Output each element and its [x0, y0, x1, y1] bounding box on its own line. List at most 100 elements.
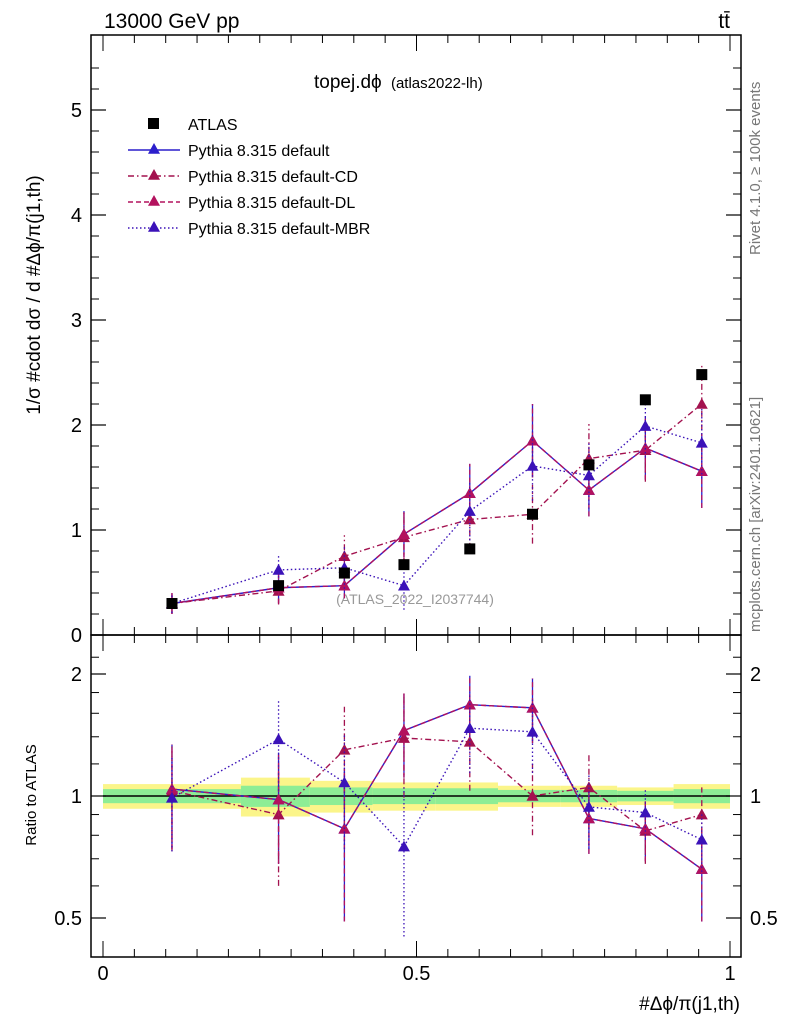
ratio-point	[526, 701, 539, 713]
ratio-y-axis-title: Ratio to ATLAS	[23, 744, 40, 845]
legend-marker-triangle	[148, 143, 160, 154]
ratio-point	[582, 800, 595, 812]
legend-label: Pythia 8.315 default-CD	[188, 169, 358, 186]
ratio-point	[639, 806, 652, 818]
ratio-point	[582, 781, 595, 793]
main-point	[397, 579, 410, 591]
atlas-point	[696, 369, 708, 381]
legend-entry: ATLAS	[148, 117, 238, 134]
ratio-series-group	[165, 675, 708, 937]
main-point	[639, 420, 652, 431]
main-point	[338, 579, 351, 591]
ratio-point	[695, 833, 708, 845]
legend-marker-triangle	[148, 169, 160, 180]
x-tick-label: 0.5	[403, 963, 431, 985]
ratio-series-pythia-8-315-default-mbr	[165, 692, 708, 937]
ratio-point	[338, 743, 351, 755]
atlas-point	[583, 459, 595, 471]
main-point	[695, 436, 708, 448]
x-tick-label: 0	[97, 963, 108, 985]
energy-label: 13000 GeV pp	[104, 10, 239, 33]
ratio-y-tick-label-left: 0.5	[54, 908, 82, 930]
legend-label: Pythia 8.315 default-MBR	[188, 221, 370, 238]
main-series-line	[171, 403, 703, 605]
ratio-point	[582, 812, 595, 824]
legend-marker-square	[148, 118, 159, 129]
atlas-point	[398, 559, 410, 571]
atlas-point	[273, 580, 285, 592]
plot-title-main: topej.dϕ	[314, 72, 382, 93]
atlas-point	[338, 567, 350, 579]
legend-entry: Pythia 8.315 default-CD	[128, 169, 358, 186]
ratio-point	[165, 791, 178, 803]
legend-marker-triangle	[148, 221, 160, 232]
main-series-line	[171, 439, 703, 605]
main-series-pythia-8-315-default-mbr	[165, 394, 708, 613]
main-point	[397, 528, 410, 539]
legend-label: ATLAS	[188, 117, 238, 134]
main-series-line	[171, 425, 702, 605]
rivet-version-label: Rivet 4.1.0, ≥ 100k events	[747, 82, 764, 255]
legend-label: Pythia 8.315 default-DL	[188, 195, 355, 212]
ratio-point	[639, 822, 652, 834]
atlas-point	[526, 508, 538, 520]
ratio-point	[397, 724, 410, 736]
ratio-point	[526, 790, 539, 801]
main-y-axis-title: 1/σ #cdot dσ / d #Δϕ/π(j1,th)	[24, 175, 45, 414]
ratio-point	[397, 840, 410, 852]
x-axis-title: #Δϕ/π(j1,th)	[639, 994, 740, 1015]
legend: ATLAS Pythia 8.315 default Pythia 8.315 de…	[128, 117, 370, 238]
main-y-tick-label: 0	[71, 625, 82, 647]
main-point	[463, 487, 476, 499]
ratio-point	[526, 725, 539, 737]
legend-marker-triangle	[148, 195, 160, 206]
mcplots-label: mcplots.cern.ch [arXiv:2401.10621]	[747, 397, 764, 632]
ratio-point	[338, 776, 351, 788]
legend-entry: Pythia 8.315 default-MBR	[128, 221, 370, 238]
ratio-point	[463, 735, 476, 747]
ratio-point	[695, 808, 708, 820]
legend-entry: Pythia 8.315 default	[128, 143, 330, 160]
main-point	[639, 442, 652, 453]
ratio-point	[463, 722, 476, 733]
ratio-point	[165, 783, 178, 794]
ratio-y-tick-label-left: 2	[71, 664, 82, 686]
ratio-point	[272, 793, 285, 805]
main-y-tick-label: 3	[71, 310, 82, 332]
main-point	[526, 459, 539, 471]
ratio-y-tick-label-right: 0.5	[750, 908, 778, 930]
ratio-point	[695, 863, 708, 874]
atlas-point	[464, 543, 476, 555]
main-series-group	[165, 364, 708, 614]
main-y-tick-label: 4	[71, 205, 82, 227]
atlas-point	[639, 394, 651, 406]
plot-title-sub: (atlas2022-lh)	[391, 75, 483, 92]
ratio-y-tick-label-left: 1	[71, 786, 82, 808]
legend-label: Pythia 8.315 default	[188, 143, 330, 160]
ratio-axes: 0 0.5 1 0.5 0.5 1 1 2 2	[54, 635, 778, 985]
main-point	[582, 484, 595, 495]
ratio-y-tick-label-right: 2	[750, 664, 761, 686]
main-series-pythia-8-315-default	[165, 404, 708, 614]
main-point	[582, 469, 595, 481]
main-y-tick-label: 1	[71, 520, 82, 542]
plot-title: topej.dϕ (atlas2022-lh)	[314, 72, 483, 93]
x-tick-label: 1	[724, 963, 735, 985]
main-point	[463, 505, 476, 516]
legend-entry: Pythia 8.315 default-DL	[128, 195, 355, 212]
main-point	[695, 465, 708, 476]
ratio-y-tick-label-right: 1	[750, 786, 761, 808]
main-point	[695, 398, 708, 409]
atlas-point	[166, 598, 178, 609]
ratio-point	[272, 733, 285, 745]
main-series-pythia-8-315-default-dl	[165, 404, 708, 614]
main-series-pythia-8-315-default-cd	[165, 364, 708, 614]
main-axes: 0 1 2 3 4 5	[71, 35, 741, 647]
main-y-tick-label: 5	[71, 100, 82, 122]
watermark-label: (ATLAS_2022_I2037744)	[336, 591, 494, 607]
main-point	[272, 563, 285, 575]
process-label: tt̄	[718, 10, 730, 33]
main-series-atlas	[166, 369, 708, 609]
main-y-tick-label: 2	[71, 415, 82, 437]
